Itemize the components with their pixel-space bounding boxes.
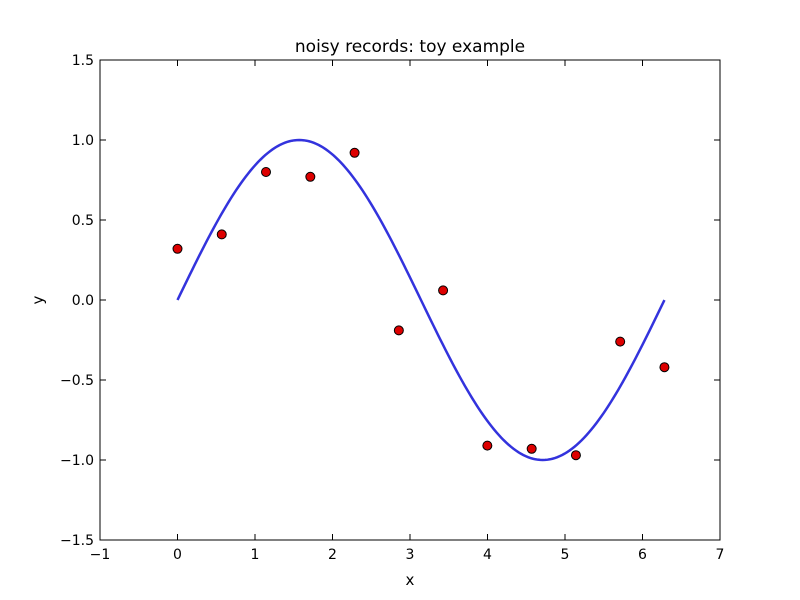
chart-title: noisy records: toy example — [295, 37, 525, 57]
y-tick-label: 1.0 — [72, 133, 94, 149]
scatter-point-3 — [305, 171, 316, 182]
plot-frame — [99, 59, 721, 541]
x-tick-label: 3 — [406, 547, 415, 563]
y-tick-label: −1.0 — [60, 453, 94, 469]
x-tick-label: 7 — [716, 547, 725, 563]
y-axis-label: y — [29, 295, 47, 304]
y-tick-label: 1.5 — [72, 53, 94, 69]
x-tick-label: −1 — [90, 547, 111, 563]
scatter-point-10 — [615, 336, 626, 347]
series-line-sin — [176, 138, 666, 462]
x-tick-label: 2 — [328, 547, 337, 563]
x-tick-label: 0 — [173, 547, 182, 563]
scatter-point-1 — [216, 229, 227, 240]
y-axis: −1.5 −1.0 −0.5 0.0 0.5 1.0 1.5 — [60, 53, 720, 549]
x-tick-label: 1 — [251, 547, 260, 563]
y-tick-label: −0.5 — [60, 373, 94, 389]
x-tick-label: 6 — [638, 547, 647, 563]
x-axis: −1 0 1 2 3 4 5 6 7 — [90, 60, 725, 563]
scatter-point-5 — [393, 325, 404, 336]
scatter-point-9 — [570, 450, 581, 461]
x-tick-label: 5 — [561, 547, 570, 563]
scatter-point-11 — [659, 362, 670, 373]
scatter-point-7 — [482, 440, 493, 451]
scatter-point-8 — [526, 443, 537, 454]
scatter-point-0 — [172, 243, 183, 254]
scatter-point-2 — [261, 167, 272, 177]
scatter-point-6 — [438, 285, 449, 296]
y-tick-label: 0.5 — [72, 213, 94, 229]
x-tick-label: 4 — [483, 547, 492, 563]
y-tick-label: −1.5 — [60, 533, 94, 549]
x-axis-label: x — [406, 571, 415, 589]
scatter-point-4 — [349, 147, 360, 158]
y-tick-label: 0.0 — [72, 293, 94, 309]
plot-area — [172, 138, 670, 462]
